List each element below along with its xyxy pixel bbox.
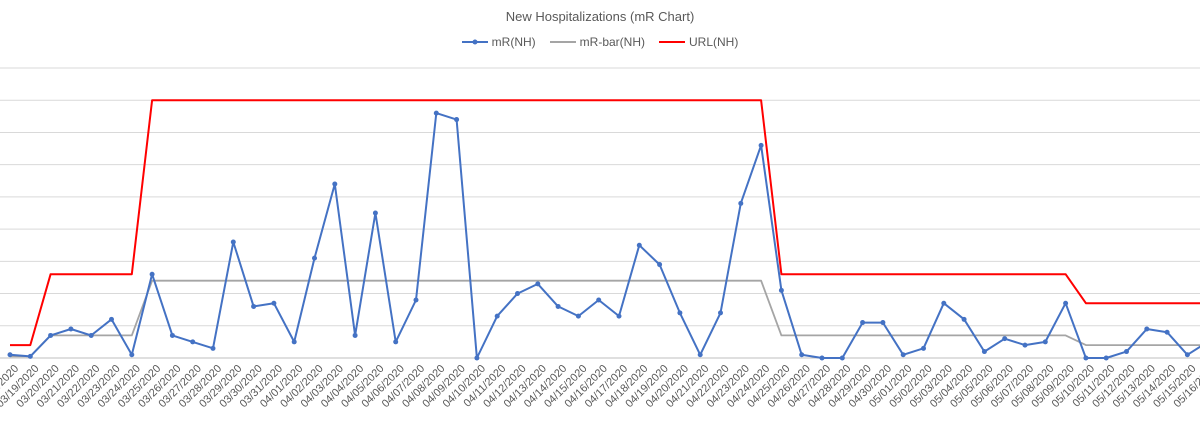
data-point <box>596 297 602 303</box>
legend-swatch <box>549 41 576 43</box>
data-point <box>616 313 622 319</box>
data-point <box>1002 336 1008 342</box>
data-point <box>312 255 317 261</box>
data-point <box>109 316 114 322</box>
legend-swatch <box>461 39 488 45</box>
data-point <box>921 345 926 351</box>
data-point <box>352 332 358 338</box>
data-point <box>494 313 500 319</box>
data-point <box>758 142 764 148</box>
data-point <box>697 352 703 358</box>
data-point <box>372 210 378 216</box>
data-point <box>738 200 744 206</box>
data-point <box>1124 349 1129 355</box>
data-point <box>575 313 581 319</box>
data-point <box>68 326 74 332</box>
data-point <box>535 281 541 287</box>
data-point <box>778 287 784 293</box>
data-point <box>454 117 460 123</box>
data-point <box>190 339 196 345</box>
series-line-mr-bar-nh- <box>10 279 1200 358</box>
data-point <box>230 239 236 245</box>
data-point <box>718 310 723 316</box>
data-point <box>880 320 886 326</box>
data-point <box>515 291 520 297</box>
data-point <box>1164 329 1170 335</box>
data-point <box>1063 300 1069 306</box>
data-point <box>433 110 439 116</box>
legend-label: URL(NH) <box>688 35 739 49</box>
data-point <box>413 297 419 303</box>
data-point <box>860 320 866 326</box>
legend-item: URL(NH) <box>658 35 739 49</box>
data-point <box>169 332 175 338</box>
data-point <box>677 310 683 316</box>
data-point <box>393 339 399 345</box>
data-point <box>474 355 480 361</box>
legend-label: mR-bar(NH) <box>579 35 645 49</box>
data-point <box>291 339 297 345</box>
data-point <box>88 332 94 338</box>
chart-title: New Hospitalizations (mR Chart) <box>505 9 695 24</box>
legend-label: mR(NH) <box>491 35 536 49</box>
data-point <box>1083 355 1089 361</box>
data-point <box>799 352 805 358</box>
data-point <box>1103 355 1109 361</box>
chart-legend: mR(NH) mR-bar(NH) URL(NH) <box>0 35 1200 49</box>
series-line-url-nh- <box>10 99 1200 347</box>
data-point <box>657 262 663 268</box>
data-point <box>839 355 845 361</box>
data-point <box>332 181 338 187</box>
legend-item: mR-bar(NH) <box>549 35 645 49</box>
legend-item: mR(NH) <box>461 35 536 49</box>
data-point <box>27 353 33 359</box>
data-point <box>555 303 561 309</box>
data-point <box>1022 342 1028 348</box>
data-point <box>636 242 642 248</box>
data-point <box>961 316 967 322</box>
data-point <box>981 349 987 355</box>
data-point <box>900 352 906 358</box>
data-point <box>7 352 13 358</box>
series-line-mr-nh- <box>9 112 1200 359</box>
data-point <box>819 355 825 361</box>
data-point <box>1144 326 1150 332</box>
data-point <box>48 332 54 338</box>
data-point <box>1184 352 1190 358</box>
data-point <box>210 345 216 351</box>
data-point <box>251 303 257 309</box>
data-point <box>941 300 947 306</box>
data-point <box>149 271 155 277</box>
legend-swatch <box>658 41 685 43</box>
data-point <box>129 352 135 358</box>
data-point <box>1042 339 1048 345</box>
data-point <box>271 300 277 306</box>
